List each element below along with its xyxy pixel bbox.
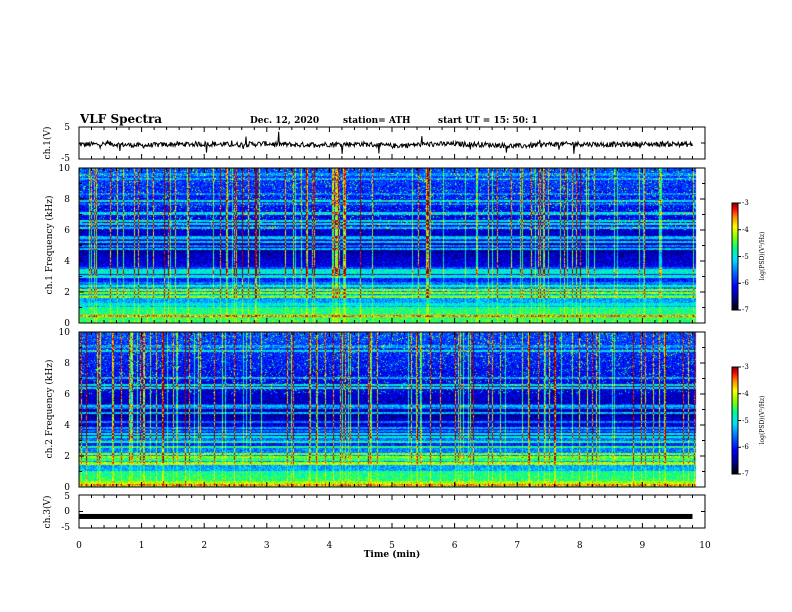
ch1-cbar-tick-5: -5 (742, 253, 749, 261)
ch1-spectrogram (79, 168, 705, 323)
time-axis-tick-label: 3 (264, 541, 270, 551)
ch3-voltage-trace (79, 513, 693, 519)
station-label: station= ATH (343, 116, 411, 126)
ch1-freq-tick-8: 8 (64, 195, 70, 205)
colorbar-gradient (732, 367, 738, 474)
ch1-freq-tick-2: 2 (64, 288, 70, 298)
ch3-voltage-ticks (78, 494, 706, 529)
time-axis-tick-label: 7 (514, 541, 520, 551)
time-axis-tick-label: 10 (699, 541, 711, 551)
ch2-cbar-tick-5: -5 (742, 417, 749, 425)
ch2-freq-tick-0: 0 (64, 483, 70, 493)
ch2-spectrogram-ticks (78, 331, 706, 488)
ch1-freq-tick-6: 6 (64, 226, 70, 236)
time-axis-tick-label: 8 (577, 541, 583, 551)
ch2-spectrogram (79, 332, 705, 487)
ch2-freq-tick-10: 10 (59, 328, 71, 338)
time-axis-tick-label: 5 (389, 541, 395, 551)
time-axis-label: Time (min) (364, 549, 421, 560)
ch3-ytick-minus5: -5 (61, 523, 70, 533)
ch1-freq-tick-10: 10 (59, 164, 71, 174)
ch1-voltage-ylabel: ch.1(V) (42, 127, 53, 160)
time-axis-tick-label: 1 (139, 541, 145, 551)
ch2-spectrogram-panel: 0 2 4 6 8 10 ch.2 Frequency (kHz) -3 -4 … (44, 328, 766, 493)
ch1-ytick-bottom: -5 (61, 154, 70, 164)
time-axis-tick-label: 6 (452, 541, 458, 551)
ch1-spectrogram-ticks (78, 167, 706, 324)
ch3-voltage-panel: 5 0 -5 ch.3(V) 0 1 2 3 4 5 6 7 8 9 10 Time (min) (42, 492, 711, 560)
ch3-ytick-5: 5 (64, 492, 70, 502)
time-axis-tick-label: 4 (327, 541, 333, 551)
ch2-cbar-tick-7: -7 (742, 470, 749, 478)
ch1-cbar-tick-6: -6 (742, 279, 749, 287)
ch2-freq-tick-8: 8 (64, 359, 70, 369)
ch1-voltage-ticks (78, 126, 706, 160)
time-axis-tick-label: 9 (640, 541, 646, 551)
ch1-spectrogram-panel: 0 2 4 6 8 10 ch.1 Frequency (kHz) -3 -4 … (44, 164, 766, 329)
ch2-colorbar-label: log(PSD)(V²/Hz) (759, 396, 766, 445)
ch1-cbar-tick-3: -3 (742, 199, 749, 207)
figure-title: VLF Spectra (79, 112, 162, 126)
ch1-cbar-tick-4: -4 (742, 226, 749, 234)
ch1-freq-ylabel: ch.1 Frequency (kHz) (44, 196, 55, 295)
ch1-colorbar-ticks (738, 202, 741, 311)
ch2-colorbar-ticks (738, 366, 741, 475)
ch1-voltage-panel: 5 -5 ch.1(V) (42, 123, 706, 164)
ch1-voltage-trace (78, 131, 693, 154)
ch1-freq-tick-0: 0 (64, 319, 70, 329)
ch2-cbar-tick-6: -6 (742, 443, 749, 451)
ch2-freq-tick-2: 2 (64, 452, 70, 462)
ch2-freq-tick-4: 4 (64, 421, 70, 431)
ch3-ytick-0: 0 (64, 507, 70, 517)
ch1-ytick-top: 5 (64, 123, 70, 133)
time-axis-tick-labels: 0 1 2 3 4 5 6 7 8 9 10 (76, 541, 711, 551)
ch2-cbar-tick-3: -3 (742, 363, 749, 371)
ch3-voltage-ylabel: ch.3(V) (42, 496, 53, 529)
ch1-freq-tick-4: 4 (64, 257, 70, 267)
colorbar-gradient (732, 203, 738, 310)
ch2-freq-tick-6: 6 (64, 390, 70, 400)
ch1-cbar-tick-7: -7 (742, 306, 749, 314)
ch2-cbar-tick-4: -4 (742, 390, 749, 398)
ch2-freq-ylabel: ch.2 Frequency (kHz) (44, 360, 55, 459)
date-label: Dec. 12, 2020 (250, 116, 319, 126)
time-axis-tick-label: 0 (76, 541, 82, 551)
time-axis-tick-label: 2 (201, 541, 207, 551)
start-time-label: start UT = 15: 50: 1 (438, 116, 538, 126)
ch1-colorbar-label: log(PSD)(V²/Hz) (759, 232, 766, 281)
